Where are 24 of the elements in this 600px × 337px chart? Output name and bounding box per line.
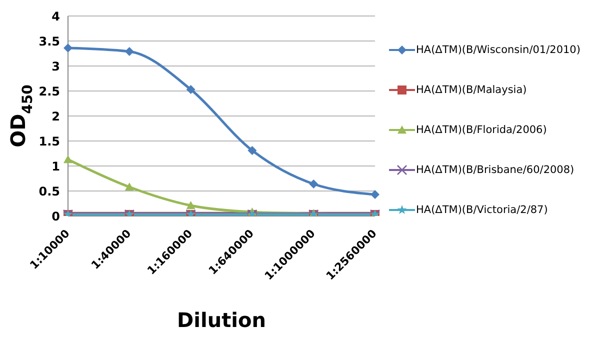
y-tick-label: 1 [52, 159, 60, 174]
point [309, 180, 318, 188]
y-tick-label: 1.5 [38, 134, 60, 148]
y-tick-label: 2.5 [38, 84, 60, 98]
legend-label: HA(ΔTM)(B/Victoria/2/87) [416, 204, 548, 216]
y-tick-label: 0 [52, 209, 60, 224]
y-tick-label: 3 [52, 59, 60, 74]
point [124, 182, 134, 191]
point [186, 85, 196, 94]
y-tick-label: 4 [52, 9, 60, 24]
point [124, 47, 134, 56]
point [370, 190, 380, 199]
legend-label: HA(ΔTM)(B/Malaysia) [416, 84, 527, 96]
point [248, 146, 257, 155]
x-axis-title: Dilution [177, 308, 266, 332]
point [186, 201, 196, 210]
y-tick-label: 3.5 [38, 34, 60, 48]
y-tick-label: 0.5 [38, 184, 60, 198]
point [64, 44, 72, 52]
legend-label: HA(ΔTM)(B/Florida/2006) [416, 124, 547, 136]
legend-label: HA(ΔTM)(B/Wisconsin/01/2010) [416, 44, 580, 56]
y-tick-label: 2 [52, 109, 60, 124]
point [64, 155, 72, 164]
legend-label: HA(ΔTM)(B/Brisbane/60/2008) [416, 164, 574, 176]
